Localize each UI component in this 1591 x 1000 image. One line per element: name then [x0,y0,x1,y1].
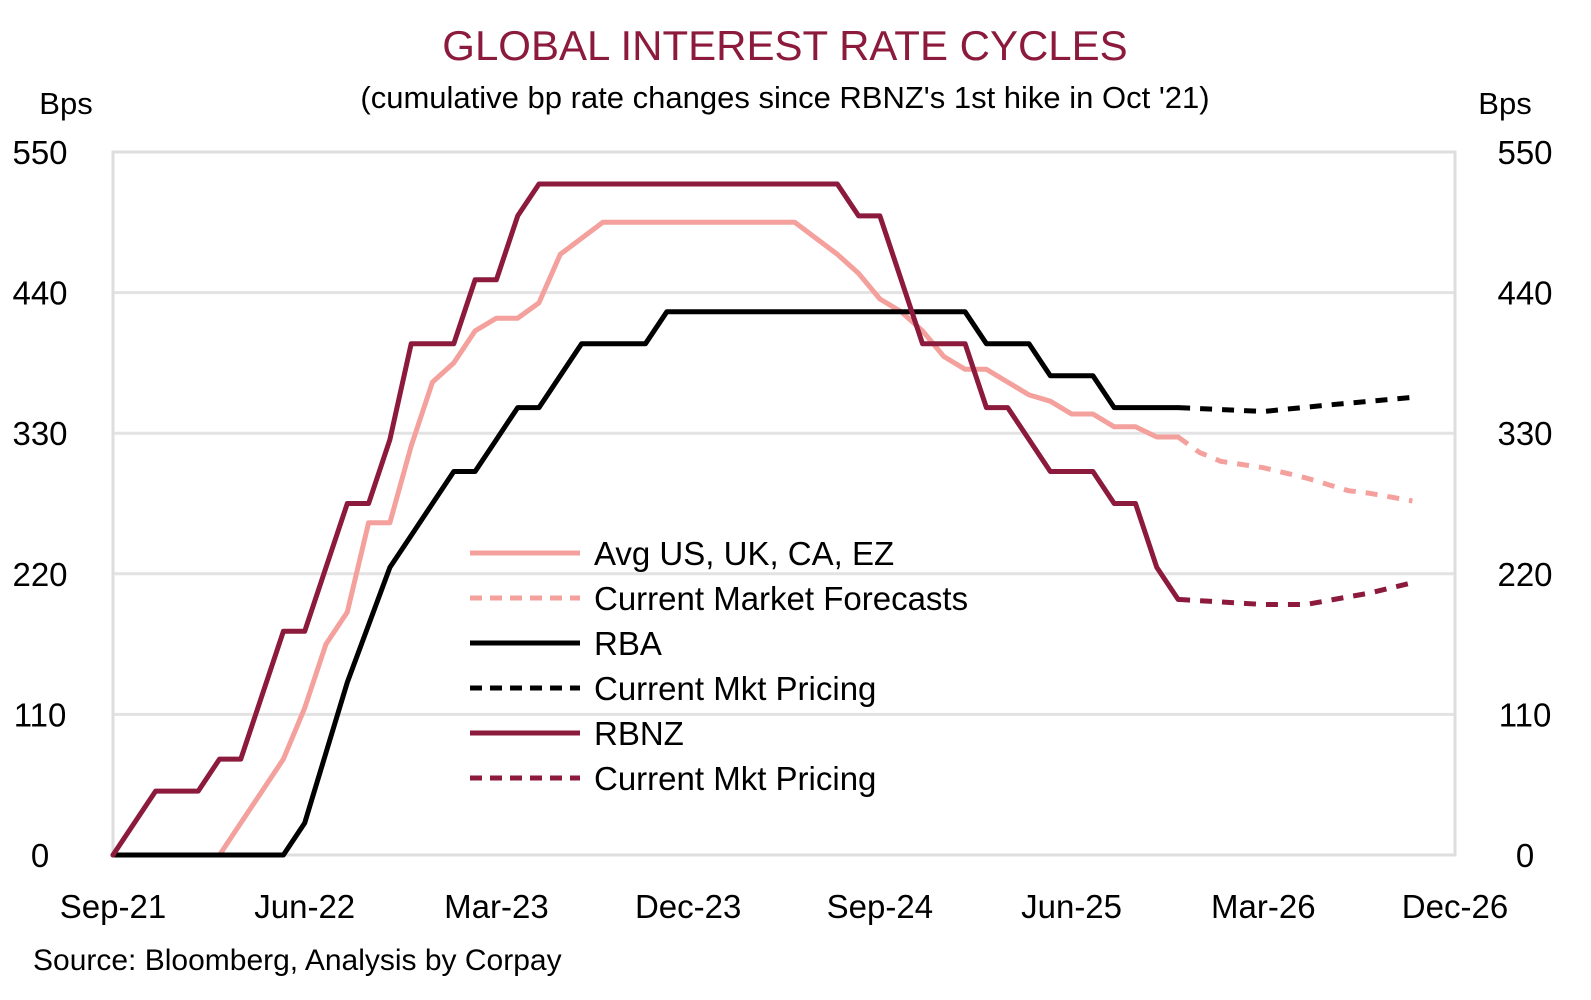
gridlines [113,291,1455,716]
x-axis-ticks: Sep-21 Jun-22 Mar-23 Dec-23 Sep-24 Jun-25 Mar-… [60,888,1508,925]
x-tick-label: Sep-24 [827,888,933,925]
legend-label: RBA [594,625,662,662]
y-tick-label-left: 550 [12,134,67,171]
legend-label: Avg US, UK, CA, EZ [594,535,894,572]
y-tick-label-right: 0 [1516,837,1534,874]
y-tick-label-left: 440 [12,275,67,312]
y-tick-label-left: 110 [14,696,67,733]
series-line-avg-us-uk-ca-ez [217,219,1181,858]
legend-label: Current Mkt Pricing [594,760,876,797]
y-tick-label-left: 330 [12,415,67,452]
y-axis-label-right: Bps [1478,86,1531,121]
x-tick-label: Dec-26 [1402,888,1508,925]
series-line-current-market-forecasts-forecast [1176,434,1413,504]
plot-area-border [111,150,1457,857]
y-tick-label-right: 550 [1497,134,1552,171]
series-line-rba [110,309,1181,858]
y-tick-label-right: 330 [1497,415,1552,452]
y-axis-ticks: 0 0 110 110 220 220 330 330 440 440 550 550 [12,134,1552,874]
y-tick-label-right: 220 [1497,556,1552,593]
y-axis-label-left: Bps [39,86,92,121]
legend-label: Current Market Forecasts [594,580,968,617]
series-line-current-mkt-pricing-forecast [1177,580,1413,607]
x-tick-label: Jun-22 [254,888,355,925]
legend-label: Current Mkt Pricing [594,670,876,707]
legend: Avg US, UK, CA, EZ Current Market Forecas… [470,535,968,797]
series-line-current-mkt-pricing-forecast [1177,394,1413,414]
x-tick-label: Jun-25 [1021,888,1122,925]
x-tick-label: Dec-23 [635,888,741,925]
x-tick-label: Mar-26 [1211,888,1316,925]
x-tick-label: Mar-23 [444,888,549,925]
chart-title: GLOBAL INTEREST RATE CYCLES [442,22,1127,69]
legend-label: RBNZ [594,715,684,752]
series-lines [110,181,1413,858]
y-tick-label-right: 110 [1499,696,1552,733]
y-tick-label-right: 440 [1497,275,1552,312]
y-tick-label-left: 0 [31,837,49,874]
series-line-rbnz [110,181,1181,858]
y-tick-label-left: 220 [12,556,67,593]
source-note: Source: Bloomberg, Analysis by Corpay [33,944,562,977]
x-tick-label: Sep-21 [60,888,166,925]
chart-subtitle: (cumulative bp rate changes since RBNZ's… [360,80,1209,115]
